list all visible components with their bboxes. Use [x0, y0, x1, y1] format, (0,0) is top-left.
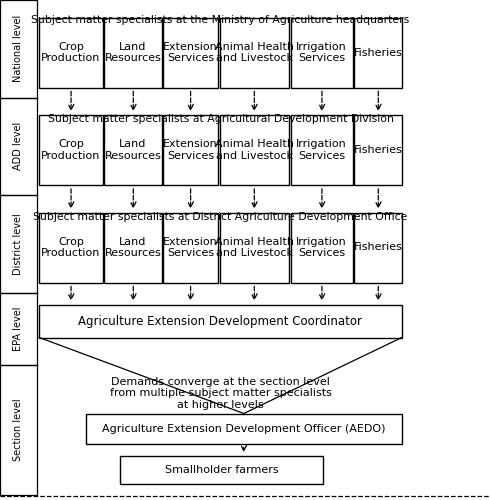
Text: Animal Health
and Livestock: Animal Health and Livestock — [215, 236, 294, 258]
Bar — [104, 18, 162, 87]
Text: Subject matter specialists at Agricultural Development Division: Subject matter specialists at Agricultur… — [48, 114, 393, 124]
Bar — [39, 18, 103, 87]
Text: EPA level: EPA level — [13, 306, 24, 351]
Text: Section level: Section level — [13, 398, 24, 462]
Text: Crop
Production: Crop Production — [41, 42, 101, 64]
Text: Agriculture Extension Development Coordinator: Agriculture Extension Development Coordi… — [78, 314, 363, 328]
Text: Irrigation
Services: Irrigation Services — [296, 139, 347, 161]
Text: Fisheries: Fisheries — [354, 242, 402, 252]
Text: Subject matter specialists at District Agriculture Development Office: Subject matter specialists at District A… — [33, 212, 408, 222]
Text: Fisheries: Fisheries — [354, 145, 402, 155]
Text: Subject matter specialists at the Ministry of Agriculture headquarters: Subject matter specialists at the Minist… — [31, 15, 410, 25]
Text: Demands converge at the section level
from multiple subject matter specialists
a: Demands converge at the section level fr… — [110, 377, 331, 410]
Text: Extension
Services: Extension Services — [163, 236, 218, 258]
Text: Irrigation
Services: Irrigation Services — [296, 236, 347, 258]
Text: Crop
Production: Crop Production — [41, 139, 101, 161]
Bar — [163, 18, 218, 87]
Text: National level: National level — [13, 15, 24, 82]
Bar — [39, 115, 103, 185]
Bar — [163, 115, 218, 185]
Text: ADD level: ADD level — [13, 122, 24, 170]
Text: Crop
Production: Crop Production — [41, 236, 101, 258]
Bar — [354, 115, 402, 185]
Text: Land
Resources: Land Resources — [104, 139, 162, 161]
Text: Extension
Services: Extension Services — [163, 139, 218, 161]
Bar — [163, 212, 218, 282]
Bar — [354, 18, 402, 87]
Bar — [104, 115, 162, 185]
Bar — [354, 212, 402, 282]
Bar — [291, 18, 353, 87]
Text: Agriculture Extension Development Officer (AEDO): Agriculture Extension Development Office… — [102, 424, 386, 434]
Text: Animal Health
and Livestock: Animal Health and Livestock — [215, 42, 294, 64]
Text: District level: District level — [13, 213, 24, 274]
Bar — [291, 212, 353, 282]
Text: Land
Resources: Land Resources — [104, 42, 162, 64]
Text: Land
Resources: Land Resources — [104, 236, 162, 258]
Bar — [39, 212, 103, 282]
Bar — [220, 18, 289, 87]
Bar — [291, 115, 353, 185]
Bar — [86, 414, 402, 444]
Bar — [220, 115, 289, 185]
Text: Fisheries: Fisheries — [354, 48, 402, 58]
Text: Animal Health
and Livestock: Animal Health and Livestock — [215, 139, 294, 161]
Text: Irrigation
Services: Irrigation Services — [296, 42, 347, 64]
Bar — [39, 304, 402, 338]
Text: Smallholder farmers: Smallholder farmers — [165, 465, 278, 475]
Bar — [220, 212, 289, 282]
Bar — [120, 456, 323, 484]
Bar — [104, 212, 162, 282]
Text: Extension
Services: Extension Services — [163, 42, 218, 64]
